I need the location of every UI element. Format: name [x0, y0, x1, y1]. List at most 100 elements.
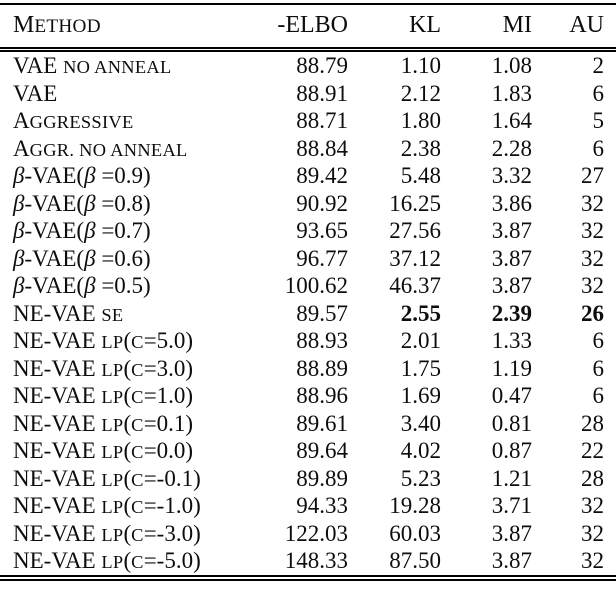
table-row: NE-VAE LP(C=1.0) 88.96 1.69 0.47 6 — [0, 382, 616, 410]
paper-table-figure: METHOD -ELBO KL MI AU VAE NO ANNEAL 88.79… — [0, 3, 616, 589]
cell-method: β-VAE(β =0.6) — [0, 245, 258, 273]
method-text-segment: =0.6) — [95, 245, 151, 271]
cell-method: VAE NO ANNEAL — [0, 50, 258, 80]
method-text-segment: NE-VAE — [13, 355, 102, 381]
table-header: METHOD -ELBO KL MI AU — [0, 4, 616, 52]
cell-kl: 1.80 — [400, 108, 441, 134]
cell-elbo: 88.71 — [296, 108, 348, 134]
table-row: β-VAE(β =0.6) 96.77 37.12 3.87 32 — [0, 245, 616, 273]
method-text-segment: =-5.0) — [143, 548, 201, 574]
method-text-segment: VAE — [13, 53, 64, 79]
table-row: NE-VAE LP(C=5.0) 88.93 2.01 1.33 6 — [0, 327, 616, 355]
cell-mi: 1.83 — [491, 80, 532, 106]
cell-kl: 2.38 — [400, 135, 441, 161]
cell-method: NE-VAE LP(C=-0.1) — [0, 465, 258, 493]
cell-kl: 87.50 — [389, 548, 441, 574]
cell-kl: 16.25 — [389, 190, 441, 216]
method-text-segment: C — [131, 414, 144, 435]
cell-kl: 1.10 — [400, 53, 441, 79]
cell-au: 32 — [581, 218, 604, 244]
cell-elbo: 89.42 — [296, 163, 348, 189]
method-text-segment: C — [131, 387, 144, 408]
cell-au: 32 — [581, 190, 604, 216]
method-text-segment: =-3.0) — [143, 520, 201, 546]
method-text-segment: LP — [101, 414, 124, 435]
method-text-segment: β — [84, 245, 96, 271]
method-text-segment: β — [84, 163, 96, 189]
cell-mi: 1.64 — [491, 108, 532, 134]
method-text-segment: =0.7) — [95, 218, 151, 244]
table-row: NE-VAE LP(C=-0.1) 89.89 5.23 1.21 28 — [0, 465, 616, 493]
cell-elbo: 89.64 — [296, 438, 348, 464]
table-row: NE-VAE LP(C=3.0) 88.89 1.75 1.19 6 — [0, 355, 616, 383]
method-text-segment: LP — [101, 552, 124, 573]
method-text-segment: GGR. NO ANNEAL — [29, 139, 188, 160]
table-row: VAE 88.91 2.12 1.83 6 — [0, 80, 616, 108]
cell-mi: 0.87 — [491, 438, 532, 464]
results-table: METHOD -ELBO KL MI AU VAE NO ANNEAL 88.79… — [0, 3, 616, 581]
method-text-segment: A — [13, 108, 30, 134]
method-text-segment: -VAE( — [24, 190, 85, 216]
cell-elbo: 88.93 — [296, 328, 348, 354]
cell-au: 32 — [581, 245, 604, 271]
cell-kl: 3.40 — [400, 410, 441, 436]
method-text-segment: -VAE( — [24, 245, 85, 271]
table-row: β-VAE(β =0.5) 100.62 46.37 3.87 32 — [0, 272, 616, 300]
method-text-segment: =-1.0) — [143, 493, 201, 519]
method-text-segment: NE-VAE — [13, 548, 102, 574]
cell-au: 5 — [592, 108, 605, 134]
cell-mi: 2.39 — [491, 300, 532, 326]
cell-method: β-VAE(β =0.8) — [0, 190, 258, 218]
cell-elbo: 100.62 — [284, 273, 348, 299]
cell-au: 22 — [581, 438, 604, 464]
cell-elbo: 88.91 — [296, 80, 348, 106]
cell-elbo: 88.89 — [296, 355, 348, 381]
table-row: NE-VAE LP(C=-3.0) 122.03 60.03 3.87 32 — [0, 520, 616, 548]
table-body: VAE NO ANNEAL 88.79 1.10 1.08 2 VAE 88.91 2.12 1… — [0, 50, 616, 578]
method-text-segment: C — [131, 442, 144, 463]
cell-au: 6 — [592, 135, 605, 161]
method-text-segment: =1.0) — [143, 383, 194, 409]
cell-mi: 3.87 — [491, 548, 532, 574]
table-row: AGGRESSIVE 88.71 1.80 1.64 5 — [0, 107, 616, 135]
method-text-segment: C — [131, 469, 144, 490]
cell-elbo: 122.03 — [284, 520, 348, 546]
method-text-segment: β — [13, 218, 25, 244]
cell-kl: 19.28 — [389, 493, 441, 519]
method-text-segment: ( — [123, 355, 132, 381]
cell-method: AGGRESSIVE — [0, 107, 258, 135]
method-text-segment: NE-VAE — [13, 300, 102, 326]
method-text-segment: -VAE( — [24, 163, 85, 189]
table-row: NE-VAE LP(C=0.1) 89.61 3.40 0.81 28 — [0, 410, 616, 438]
cell-kl: 37.12 — [389, 245, 441, 271]
cell-method: NE-VAE LP(C=1.0) — [0, 382, 258, 410]
cell-au: 2 — [592, 53, 605, 79]
cell-mi: 1.33 — [491, 328, 532, 354]
cell-elbo: 88.96 — [296, 383, 348, 409]
cell-method: VAE — [0, 80, 258, 108]
cell-elbo: 93.65 — [296, 218, 348, 244]
cell-method: β-VAE(β =0.7) — [0, 217, 258, 245]
method-text-segment: =3.0) — [143, 355, 194, 381]
method-text-segment: =5.0) — [143, 328, 194, 354]
method-text-segment: C — [131, 332, 144, 353]
cell-method: NE-VAE LP(C=0.0) — [0, 437, 258, 465]
cell-mi: 1.08 — [491, 53, 532, 79]
cell-mi: 0.81 — [491, 410, 532, 436]
method-text-segment: ETHOD — [34, 16, 101, 37]
method-text-segment: β — [84, 190, 96, 216]
cell-au: 6 — [592, 355, 605, 381]
method-text-segment: ( — [123, 410, 132, 436]
method-text-segment: β — [84, 218, 96, 244]
method-text-segment: ( — [123, 520, 132, 546]
cell-kl: 5.48 — [400, 163, 441, 189]
table-row: NE-VAE LP(C=0.0) 89.64 4.02 0.87 22 — [0, 437, 616, 465]
method-text-segment: NE-VAE — [13, 383, 102, 409]
cell-method: AGGR. NO ANNEAL — [0, 135, 258, 163]
col-header-method: METHOD — [0, 4, 258, 52]
cell-elbo: 89.57 — [296, 300, 348, 326]
method-text-segment: -VAE( — [24, 273, 85, 299]
method-text-segment: SE — [101, 304, 124, 325]
cell-mi: 3.32 — [491, 163, 532, 189]
method-text-segment: C — [131, 524, 144, 545]
